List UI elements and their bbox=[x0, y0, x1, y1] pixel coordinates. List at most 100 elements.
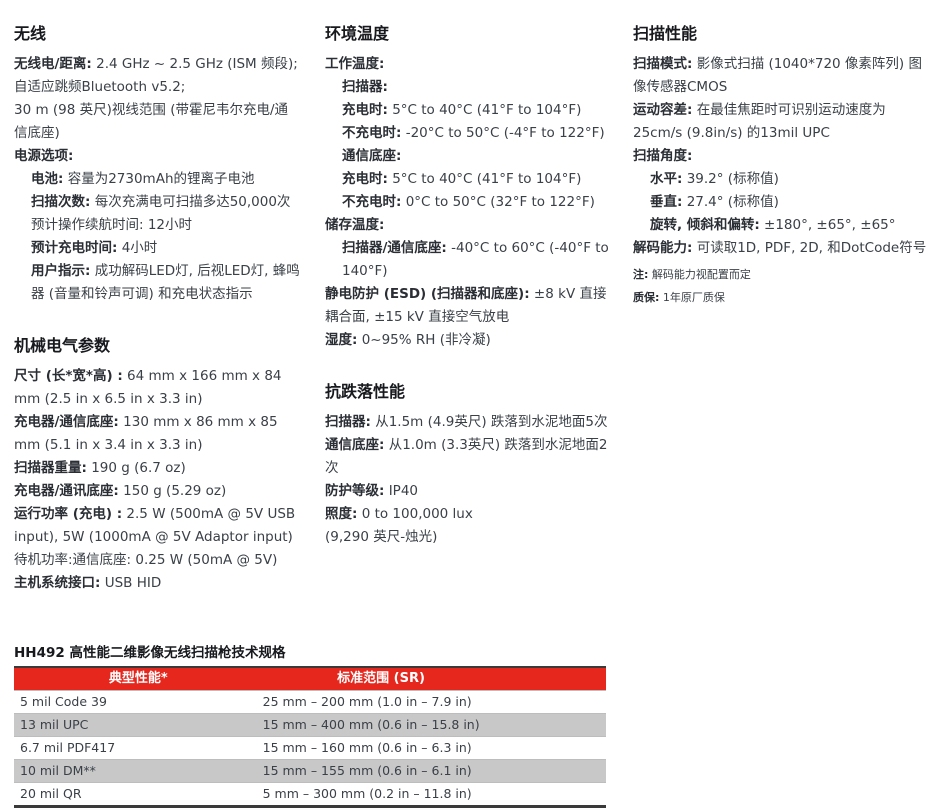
spec-item-label: 扫描器/通信底座: bbox=[342, 240, 447, 256]
spec-item-value: 待机功率:通信底座: 0.25 W (50mA @ 5V) bbox=[14, 552, 278, 568]
spec-item: 预计充电时间: 4小时 bbox=[14, 237, 300, 260]
table-cell-symbology: 10 mil DM** bbox=[20, 763, 96, 778]
range-table-title: HH492 高性能二维影像无线扫描枪技术规格 bbox=[14, 645, 286, 661]
spec-item-value: 容量为2730mAh的锂离子电池 bbox=[63, 171, 255, 187]
spec-column-environment-drop: 环境温度工作温度: 扫描器: 充电时: 5°C to 40°C (41°F to 1… bbox=[325, 24, 618, 549]
spec-item-value: 可读取1D, PDF, 2D, 和DotCode符号 bbox=[692, 240, 927, 256]
spec-item-label: 静电防护 (ESD) (扫描器和底座): bbox=[325, 286, 530, 302]
table-cell-range: 15 mm – 400 mm (0.6 in – 15.8 in) bbox=[262, 717, 480, 732]
spec-item-label: 扫描器: bbox=[325, 414, 371, 430]
spec-section: 机械电气参数 尺寸 (长*宽*高) : 64 mm x 166 mm x 84 m… bbox=[14, 336, 300, 595]
spec-item-label: 运动容差: bbox=[633, 102, 693, 118]
table-row: 5 mil Code 39 25 mm – 200 mm (1.0 in – 7.… bbox=[14, 690, 606, 713]
spec-item: 主机系统接口: USB HID bbox=[14, 572, 300, 595]
spec-item: 电池: 容量为2730mAh的锂离子电池 bbox=[14, 168, 300, 191]
range-table: 典型性能* 标准范围 (SR) 5 mil Code 39 25 mm – 200… bbox=[14, 666, 606, 808]
section-heading: 扫描性能 bbox=[633, 24, 698, 43]
range-table-body: 5 mil Code 39 25 mm – 200 mm (1.0 in – 7.… bbox=[14, 690, 606, 805]
spec-item-value: 在最佳焦距时可识别运动速度为25cm/s (9.8in/s) 的13mil UP… bbox=[633, 102, 886, 141]
spec-item-value: ±180°, ±65°, ±65° bbox=[759, 217, 896, 233]
table-cell-symbology: 6.7 mil PDF417 bbox=[20, 740, 116, 755]
section-heading: 无线 bbox=[14, 24, 47, 43]
spec-item-label: 质保: bbox=[633, 291, 660, 304]
spec-item: 扫描模式: 影像式扫描 (1040*720 像素阵列) 图像传感器CMOS bbox=[633, 53, 929, 99]
range-table-section: HH492 高性能二维影像无线扫描枪技术规格 典型性能* 标准范围 (SR) 5… bbox=[14, 644, 606, 808]
spec-item-value: 影像式扫描 (1040*720 像素阵列) 图像传感器CMOS bbox=[633, 56, 922, 95]
spec-item: 充电器/通讯底座: 150 g (5.29 oz) bbox=[14, 480, 300, 503]
spec-item-label: 通信底座: bbox=[325, 437, 385, 453]
spec-item: 扫描器: bbox=[325, 76, 618, 99]
spec-item: 垂直: 27.4° (标称值) bbox=[633, 191, 929, 214]
spec-item-label: 充电器/通讯底座: bbox=[14, 483, 119, 499]
spec-item-value: 0~95% RH (非冷凝) bbox=[357, 332, 491, 348]
table-cell-range: 25 mm – 200 mm (1.0 in – 7.9 in) bbox=[262, 694, 472, 709]
spec-item-value: 27.4° (标称值) bbox=[682, 194, 779, 210]
spec-item-label: 充电器/通信底座: bbox=[14, 414, 119, 430]
spec-item: 无线电/距离: 2.4 GHz ~ 2.5 GHz (ISM 频段);自适应跳频… bbox=[14, 53, 300, 99]
spec-item-value: ±8 kV 直接耦合面, ±15 kV 直接空气放电 bbox=[325, 286, 607, 325]
spec-item-label: 湿度: bbox=[325, 332, 358, 348]
spec-item: 扫描器重量: 190 g (6.7 oz) bbox=[14, 457, 300, 480]
spec-item: 注: 解码能力视配置而定 bbox=[633, 267, 929, 283]
spec-item-label: 通信底座: bbox=[342, 148, 402, 164]
spec-item: 储存温度: bbox=[325, 214, 618, 237]
spec-item: 通信底座: 从1.0m (3.3英尺) 跌落到水泥地面2次 bbox=[325, 434, 618, 480]
spec-item-value: (9,290 英尺-烛光) bbox=[325, 529, 438, 545]
section-heading: 环境温度 bbox=[325, 24, 390, 43]
spec-item: 扫描次数: 每次充满电可扫描多达50,000次 bbox=[14, 191, 300, 214]
spec-item: 电源选项: bbox=[14, 145, 300, 168]
spec-item: 待机功率:通信底座: 0.25 W (50mA @ 5V) bbox=[14, 549, 300, 572]
spec-item: 不充电时: 0°C to 50°C (32°F to 122°F) bbox=[325, 191, 618, 214]
table-cell-symbology: 20 mil QR bbox=[20, 786, 82, 801]
spec-item-value: 预计操作续航时间: 12小时 bbox=[31, 217, 193, 233]
spec-item: 扫描器/通信底座: -40°C to 60°C (-40°F to 140°F) bbox=[325, 237, 618, 283]
spec-item: 静电防护 (ESD) (扫描器和底座): ±8 kV 直接耦合面, ±15 kV… bbox=[325, 283, 618, 329]
spec-item-label: 尺寸 (长*宽*高) : bbox=[14, 368, 123, 384]
spec-item: 充电时: 5°C to 40°C (41°F to 104°F) bbox=[325, 99, 618, 122]
spec-item-value: 每次充满电可扫描多达50,000次 bbox=[90, 194, 291, 210]
spec-item-label: 旋转, 倾斜和偏转: bbox=[650, 217, 760, 233]
spec-item-label: 充电时: bbox=[342, 102, 388, 118]
spec-item-value: 2.4 GHz ~ 2.5 GHz (ISM 频段);自适应跳频Bluetoot… bbox=[14, 56, 298, 95]
spec-item-value: 1年原厂质保 bbox=[659, 291, 725, 304]
spec-item-label: 不充电时: bbox=[342, 125, 402, 141]
spec-item-value: 130 mm x 86 mm x 85 mm (5.1 in x 3.4 in … bbox=[14, 414, 278, 453]
table-cell-range: 15 mm – 155 mm (0.6 in – 6.1 in) bbox=[262, 763, 472, 778]
spec-item-label: 预计充电时间: bbox=[31, 240, 118, 256]
spec-item: 扫描角度: bbox=[633, 145, 929, 168]
spec-item-value: 30 m (98 英尺)视线范围 (带霍尼韦尔充电/通信底座) bbox=[14, 102, 289, 141]
spec-column-wireless-mechanical: 无线无线电/距离: 2.4 GHz ~ 2.5 GHz (ISM 频段);自适应… bbox=[14, 24, 300, 595]
section-heading: 抗跌落性能 bbox=[325, 382, 406, 401]
spec-item-label: 扫描器: bbox=[342, 79, 388, 95]
spec-item-value: 39.2° (标称值) bbox=[682, 171, 779, 187]
spec-item-value: 成功解码LED灯, 后视LED灯, 蜂鸣器 (音量和铃声可调) 和充电状态指示 bbox=[31, 263, 300, 302]
spec-item: 旋转, 倾斜和偏转: ±180°, ±65°, ±65° bbox=[633, 214, 929, 237]
spec-item-label: 防护等级: bbox=[325, 483, 385, 499]
spec-item-value: 从1.5m (4.9英尺) 跌落到水泥地面5次 bbox=[370, 414, 608, 430]
spec-item-label: 水平: bbox=[650, 171, 683, 187]
spec-item-label: 垂直: bbox=[650, 194, 683, 210]
spec-item-label: 不充电时: bbox=[342, 194, 402, 210]
spec-item: 工作温度: bbox=[325, 53, 618, 76]
table-cell-symbology: 5 mil Code 39 bbox=[20, 694, 107, 709]
range-table-header-typical: 典型性能* bbox=[108, 671, 168, 686]
spec-item-label: 电池: bbox=[31, 171, 64, 187]
spec-item: 扫描器: 从1.5m (4.9英尺) 跌落到水泥地面5次 bbox=[325, 411, 618, 434]
spec-item: 湿度: 0~95% RH (非冷凝) bbox=[325, 329, 618, 352]
spec-item: 照度: 0 to 100,000 lux bbox=[325, 503, 618, 526]
spec-item-label: 电源选项: bbox=[14, 148, 74, 164]
spec-item: 不充电时: -20°C to 50°C (-4°F to 122°F) bbox=[325, 122, 618, 145]
spec-item-value: 解码能力视配置而定 bbox=[648, 268, 751, 281]
spec-item-value: 0 to 100,000 lux bbox=[357, 506, 473, 522]
spec-item-label: 注: bbox=[633, 268, 649, 281]
spec-item-label: 主机系统接口: bbox=[14, 575, 101, 591]
spec-item-label: 扫描模式: bbox=[633, 56, 693, 72]
spec-item-value: IP40 bbox=[384, 483, 418, 499]
table-cell-range: 15 mm – 160 mm (0.6 in – 6.3 in) bbox=[262, 740, 472, 755]
spec-item-label: 储存温度: bbox=[325, 217, 385, 233]
spec-item: 通信底座: bbox=[325, 145, 618, 168]
spec-item: 水平: 39.2° (标称值) bbox=[633, 168, 929, 191]
spec-item: 运行功率 (充电) : 2.5 W (500mA @ 5V USB input)… bbox=[14, 503, 300, 549]
range-table-header-row: 典型性能* 标准范围 (SR) bbox=[14, 668, 606, 690]
spec-item-label: 工作温度: bbox=[325, 56, 385, 72]
